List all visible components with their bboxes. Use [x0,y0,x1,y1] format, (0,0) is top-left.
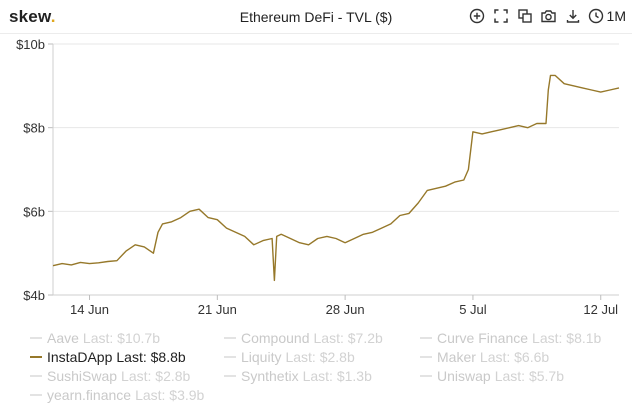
legend-item-compound[interactable]: Compound Last: $7.2b [224,330,383,346]
series-line-instadapp [52,74,620,282]
legend-swatch [420,375,432,377]
legend-last-value: Last: $3.9b [135,387,205,403]
download-icon [566,10,579,23]
legend-last-value: Last: $5.7b [494,368,564,384]
legend-item-aave[interactable]: Aave Last: $10.7b [30,330,160,346]
legend-series-name: Uniswap [437,368,491,384]
tick-labels: $4b $6b $8b $10b 14 Jun 21 Jun 28 Jun 5 Jul 12 J… [16,37,618,317]
x-tick-label: 14 Jun [70,302,109,317]
chart-legend: Aave Last: $10.7b Compound Last: $7.2b Cur… [0,330,632,419]
legend-item-sushiswap[interactable]: SushiSwap Last: $2.8b [30,368,190,384]
legend-swatch [224,337,236,339]
legend-series-name: SushiSwap [47,368,118,384]
legend-series-name: Curve Finance [437,330,529,346]
time-range-button[interactable]: 1M [588,8,626,24]
legend-last-value: Last: $10.7b [82,330,160,346]
legend-last-value: Last: $7.2b [313,330,383,346]
screenshot-button[interactable] [540,7,558,25]
add-button[interactable] [468,7,486,25]
fullscreen-icon [493,9,508,23]
legend-series-name: Compound [241,330,310,346]
legend-last-value: Last: $2.8b [121,368,191,384]
logo-text: skew [9,7,51,26]
series-lines [52,74,620,282]
legend-last-value: Last: $8.1b [532,330,602,346]
fullscreen-button[interactable] [492,7,510,25]
legend-item-uniswap[interactable]: Uniswap Last: $5.7b [420,368,564,384]
legend-series-name: Maker [437,349,476,365]
legend-item-maker[interactable]: Maker Last: $6.6b [420,349,549,365]
tvl-line-chart[interactable]: $4b $6b $8b $10b 14 Jun 21 Jun 28 Jun 5 Jul 12 J… [0,34,632,330]
copy-icon [517,9,532,23]
clock-icon [588,8,603,24]
chart-toolbar: 1M [462,7,626,25]
x-tick-label: 5 Jul [459,302,487,317]
grid-lines [53,43,619,212]
legend-last-value: Last: $2.8b [285,349,355,365]
legend-swatch [30,356,42,358]
y-tick-label: $8b [23,121,45,136]
legend-series-name: InstaDApp [47,349,113,365]
x-tick-label: 12 Jul [583,302,618,317]
legend-series-name: Aave [47,330,79,346]
legend-swatch [224,356,236,358]
legend-item-curve-finance[interactable]: Curve Finance Last: $8.1b [420,330,601,346]
add-circle-icon [469,8,484,24]
axes [48,43,619,300]
legend-series-name: Synthetix [241,368,299,384]
y-tick-label: $10b [16,37,45,52]
y-tick-label: $6b [23,204,45,219]
chart-header: skew. Ethereum DeFi - TVL ($) 1M [0,0,632,34]
legend-swatch [224,375,236,377]
legend-item-liquity[interactable]: Liquity Last: $2.8b [224,349,355,365]
legend-series-name: yearn.finance [47,387,132,403]
download-button[interactable] [564,7,582,25]
legend-swatch [420,356,432,358]
legend-swatch [30,394,42,396]
legend-swatch [30,337,42,339]
x-tick-label: 28 Jun [326,302,365,317]
legend-swatch [30,375,42,377]
chart-title: Ethereum DeFi - TVL ($) [239,9,393,25]
skew-logo[interactable]: skew. [9,7,56,27]
x-tick-label: 21 Jun [198,302,237,317]
legend-item-yearn-finance[interactable]: yearn.finance Last: $3.9b [30,387,204,403]
legend-last-value: Last: $1.3b [302,368,372,384]
legend-last-value: Last: $8.8b [116,349,186,365]
copy-button[interactable] [516,7,534,25]
time-range-label: 1M [606,8,626,24]
legend-last-value: Last: $6.6b [479,349,550,365]
camera-icon [541,10,556,23]
legend-item-instadapp[interactable]: InstaDApp Last: $8.8b [30,349,186,365]
y-tick-label: $4b [23,288,45,303]
legend-swatch [420,337,432,339]
legend-series-name: Liquity [241,349,282,365]
legend-item-synthetix[interactable]: Synthetix Last: $1.3b [224,368,372,384]
logo-dot: . [50,7,56,26]
